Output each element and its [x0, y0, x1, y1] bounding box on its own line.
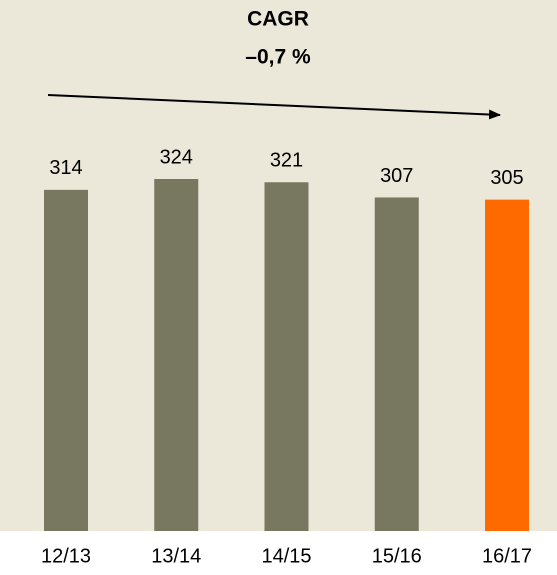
annotation: –0,7 % — [245, 46, 311, 69]
bar — [44, 189, 88, 531]
data-label: 321 — [270, 150, 303, 172]
data-label: 305 — [490, 167, 523, 189]
x-tick-label: 16/17 — [482, 545, 532, 567]
x-tick-label: 13/14 — [151, 545, 201, 567]
bar — [154, 179, 199, 531]
x-tick-label: 12/13 — [41, 545, 91, 567]
data-label: 314 — [49, 157, 82, 179]
bar — [374, 197, 419, 532]
annotation: CAGR — [247, 8, 309, 31]
bar — [264, 182, 309, 531]
x-tick-label: 15/16 — [372, 545, 422, 567]
data-label: 324 — [160, 146, 193, 168]
data-label: 307 — [380, 165, 413, 187]
x-tick-label: 14/15 — [261, 545, 311, 567]
bar — [485, 199, 529, 531]
trend-arrow — [47, 94, 501, 120]
